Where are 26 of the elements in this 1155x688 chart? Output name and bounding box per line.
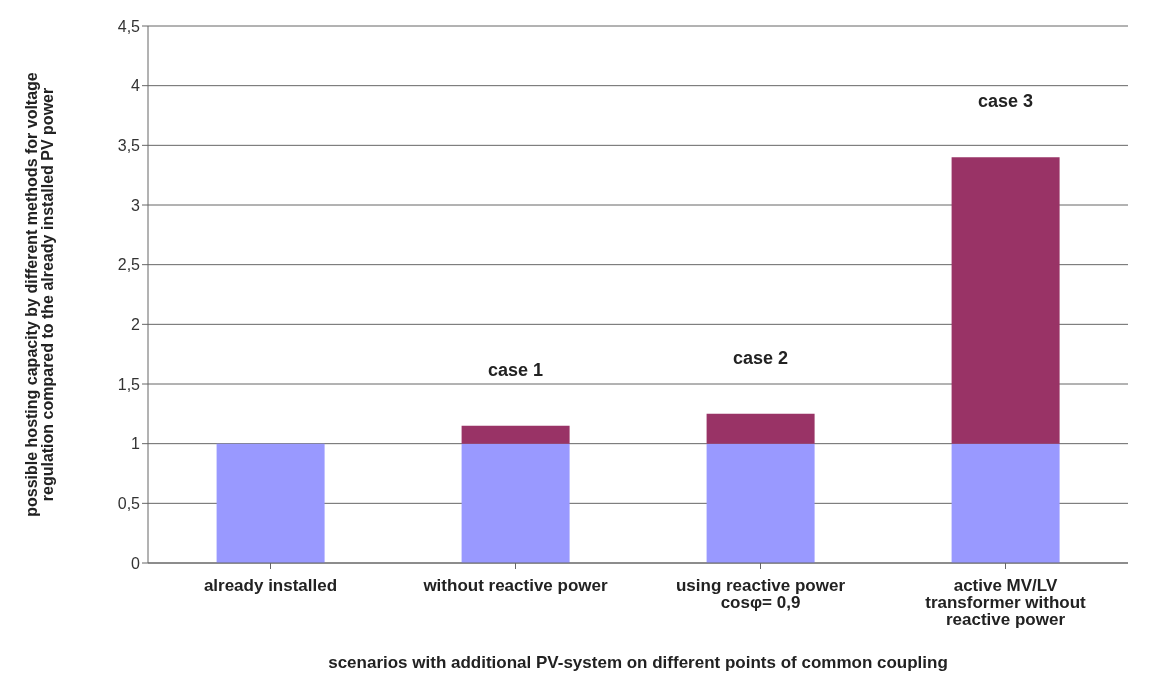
y-tick-label: 1,5	[117, 375, 141, 393]
bar	[706, 443, 815, 563]
y-tick-label: 3,5	[117, 137, 141, 155]
bar	[461, 443, 570, 563]
y-tick-label: 0,5	[117, 495, 141, 513]
annotation: case 1	[487, 359, 544, 380]
x-tick-label: without reactive power	[422, 576, 608, 596]
bar	[706, 413, 815, 444]
bar	[461, 425, 570, 444]
annotation: case 2	[732, 347, 789, 368]
annotation: case 3	[977, 91, 1034, 112]
bar	[216, 443, 325, 563]
x-tick-label: active MV/LV transformer without reactive power	[925, 576, 1087, 630]
y-tick-label: 3	[131, 196, 141, 214]
y-tick-label: 1	[131, 435, 141, 453]
y-tick-label: 2	[131, 316, 141, 334]
y-tick-label: 4	[131, 77, 141, 95]
bar	[951, 443, 1060, 563]
y-tick-label: 4,5	[117, 17, 141, 35]
y-tick-label: 2,5	[117, 256, 141, 274]
x-tick-label: using reactive power cosφ= 0,9	[675, 576, 846, 613]
bar	[951, 157, 1060, 444]
x-axis-title: scenarios with additional PV-system on different points of common coupling	[328, 653, 948, 672]
y-axis-title: possible hosting capacity by different methods for voltage regulation compared to the already installed PV power	[23, 72, 57, 517]
y-tick-label: 0	[131, 554, 141, 572]
x-tick-label: already installed	[203, 576, 338, 596]
